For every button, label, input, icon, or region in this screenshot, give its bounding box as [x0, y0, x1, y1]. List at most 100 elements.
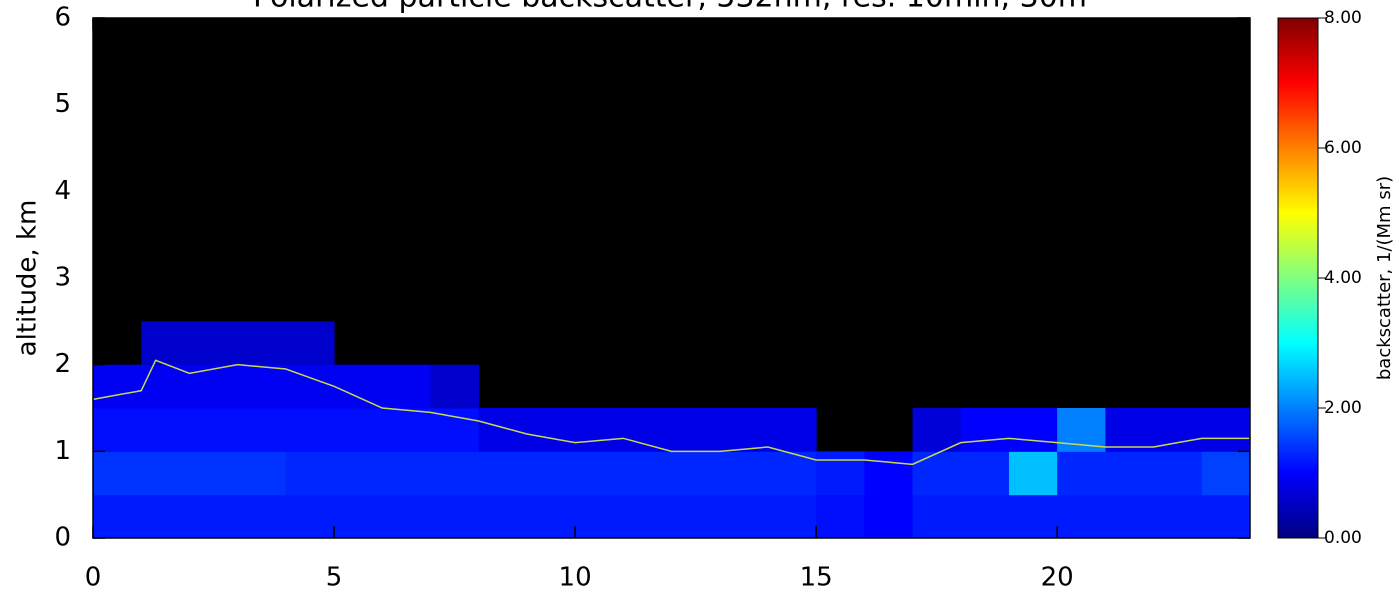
heatmap-cell — [1105, 451, 1155, 496]
heatmap-cell — [719, 408, 769, 452]
heatmap-cell — [382, 408, 431, 452]
heatmap-cell — [1153, 494, 1203, 539]
heatmap-cell — [189, 364, 239, 409]
x-tick-label: 10 — [559, 563, 592, 593]
heatmap-cell — [237, 451, 287, 496]
x-tick-label: 0 — [85, 563, 102, 593]
colorbar-tick-label: 4.00 — [1324, 268, 1362, 288]
x-tick-label: 5 — [326, 563, 343, 593]
heatmap-cell — [1201, 451, 1251, 496]
heatmap-cell — [1008, 451, 1058, 496]
heatmap-cell — [719, 494, 769, 539]
heatmap-cell — [1153, 408, 1203, 452]
y-tick-label: 2 — [54, 349, 71, 379]
heatmap-cell — [767, 494, 817, 539]
heatmap-cell — [1201, 494, 1251, 539]
heatmap-cell — [912, 408, 962, 452]
heatmap-cell — [93, 364, 142, 409]
heatmap-cell — [671, 408, 721, 452]
colorbar-tick-label: 8.00 — [1324, 8, 1362, 28]
heatmap-cell — [1201, 408, 1251, 452]
heatmap-cell — [623, 494, 672, 539]
heatmap-cell — [430, 451, 480, 496]
heatmap-cell — [767, 408, 817, 452]
heatmap-cell — [912, 451, 962, 496]
heatmap-cell — [285, 494, 335, 539]
colorbar-tick-label: 6.00 — [1324, 138, 1362, 158]
heatmap-cell — [478, 408, 528, 452]
heatmap-cell — [1057, 451, 1106, 496]
heatmap-cell — [141, 321, 190, 366]
colorbar-tick-label: 2.00 — [1324, 398, 1362, 418]
heatmap-cell — [864, 494, 914, 539]
heatmap-cell — [478, 494, 528, 539]
heatmap-cell — [237, 321, 287, 366]
heatmap-cell — [382, 494, 431, 539]
heatmap-cell — [141, 451, 190, 496]
heatmap-cell — [719, 451, 769, 496]
heatmap-cell — [334, 494, 383, 539]
heatmap-cell — [526, 494, 576, 539]
heatmap-cell — [1153, 451, 1203, 496]
heatmap-cell — [1008, 494, 1058, 539]
y-tick-label: 5 — [54, 89, 71, 119]
heatmap-cell — [93, 408, 142, 452]
heatmap-cell — [237, 494, 287, 539]
heatmap-cell — [816, 451, 865, 496]
heatmap-cell — [526, 408, 576, 452]
heatmap-cell — [1057, 494, 1106, 539]
x-tick-label: 15 — [800, 563, 833, 593]
heatmap-cell — [189, 451, 239, 496]
heatmap-cell — [1008, 408, 1058, 452]
heatmap-cell — [285, 408, 335, 452]
heatmap-cell — [816, 494, 865, 539]
heatmap-cell — [237, 364, 287, 409]
heatmap-cell — [334, 451, 383, 496]
heatmap-cell — [285, 321, 335, 366]
heatmap-cell — [141, 408, 190, 452]
heatmap-cell — [382, 451, 431, 496]
heatmap-cell — [189, 408, 239, 452]
colorbar — [1277, 17, 1319, 539]
chart-title: Polarized particle backscatter, 532nm, r… — [253, 0, 1087, 15]
colorbar-tick-label: 0.00 — [1324, 528, 1362, 548]
heatmap-cell — [1105, 494, 1155, 539]
layer-top-line — [92, 359, 1250, 466]
heatmap-cell — [526, 451, 576, 496]
y-tick-label: 4 — [54, 176, 71, 206]
x-tick-label: 20 — [1041, 563, 1074, 593]
heatmap-cell — [93, 451, 142, 496]
heatmap-cell — [623, 451, 672, 496]
heatmap-cell — [960, 408, 1010, 452]
heatmap-cell — [334, 408, 383, 452]
y-tick-label: 1 — [54, 436, 71, 466]
heatmap-cell — [141, 494, 190, 539]
heatmap-cell — [93, 494, 142, 539]
heatmap-cell — [960, 494, 1010, 539]
heatmap-cell — [285, 451, 335, 496]
heatmap-cell — [1105, 408, 1155, 452]
heatmap-cell — [671, 494, 721, 539]
heatmap-cell — [237, 408, 287, 452]
heatmap-cell — [189, 321, 239, 366]
y-tick-label: 6 — [54, 3, 71, 33]
heatmap-cell — [575, 494, 624, 539]
heatmap-cell — [478, 451, 528, 496]
heatmap-cell — [671, 451, 721, 496]
y-axis-label: altitude, km — [13, 200, 43, 357]
heatmap-cell — [575, 451, 624, 496]
heatmap-cell — [430, 494, 480, 539]
heatmap-cell — [960, 451, 1010, 496]
heatmap-cell — [382, 364, 431, 409]
y-tick-label: 3 — [54, 263, 71, 293]
heatmap-cell — [864, 451, 914, 496]
heatmap-cell — [575, 408, 624, 452]
heatmap-cell — [912, 494, 962, 539]
colorbar-label: backscatter, 1/(Mm sr) — [1374, 176, 1395, 380]
heatmap-cell — [430, 364, 480, 409]
y-tick-label: 0 — [54, 523, 71, 553]
heatmap-cell — [189, 494, 239, 539]
heatmap-cell — [334, 364, 383, 409]
